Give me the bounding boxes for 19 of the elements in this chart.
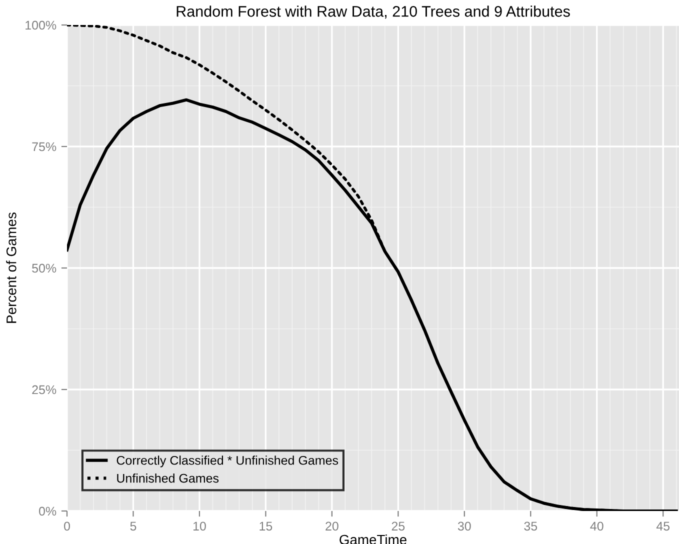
x-tick-label: 30 — [458, 522, 471, 531]
x-tick-label: 0 — [64, 522, 70, 531]
x-tick-label: 40 — [590, 522, 604, 531]
y-tick-label: 50% — [32, 264, 56, 273]
legend-label: Unfinished Games — [117, 474, 219, 483]
x-tick-label: 25 — [392, 522, 405, 531]
y-tick-label: 75% — [32, 142, 56, 152]
legend-label: Correctly Classified * Unfinished Games — [116, 456, 338, 468]
x-tick-label: 10 — [193, 522, 206, 531]
x-tick-label: 35 — [524, 522, 538, 531]
x-tick-label: 15 — [260, 522, 272, 531]
x-tick-label: 5 — [130, 522, 136, 531]
y-tick-label: 25% — [32, 385, 56, 394]
x-tick-label: 45 — [656, 522, 670, 531]
x-tick-label: 20 — [326, 522, 338, 531]
chart-title: Random Forest with Raw Data, 210 Trees and 9 Attributes — [176, 6, 570, 19]
y-axis-title: Percent of Games — [6, 212, 16, 323]
y-tick-label: 100% — [26, 20, 56, 30]
y-tick-label: 0% — [39, 506, 56, 516]
